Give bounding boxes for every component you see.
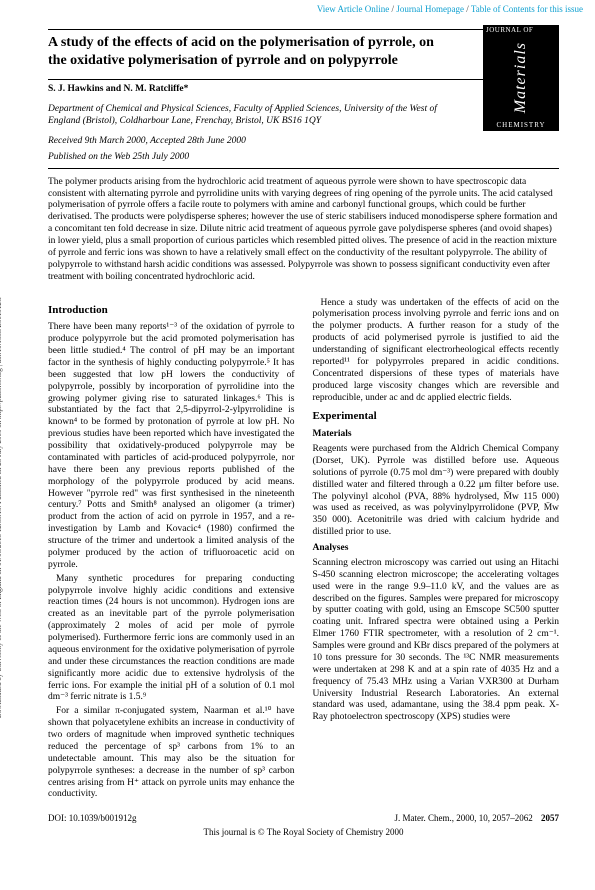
left-column: Introduction There have been many report… (48, 298, 295, 804)
journal-badge: JOURNAL OF Materials CHEMISTRY (483, 25, 559, 131)
intro-heading: Introduction (48, 304, 295, 318)
badge-bot: CHEMISTRY (483, 120, 559, 131)
download-sidebar: Downloaded by University of the West of … (0, 297, 14, 718)
intro-p1: There have been many reports¹⁻³ of the o… (48, 322, 295, 571)
doi: DOI: 10.1039/b001912g (48, 813, 304, 824)
materials-p: Reagents were purchased from the Aldrich… (313, 444, 560, 539)
experimental-heading: Experimental (313, 410, 560, 424)
materials-heading: Materials (313, 429, 560, 441)
received-date: Received 9th March 2000, Accepted 28th J… (48, 136, 559, 148)
published-date: Published on the Web 25th July 2000 (48, 152, 559, 164)
abstract: The polymer products arising from the hy… (48, 177, 559, 284)
badge-top: JOURNAL OF (483, 25, 559, 36)
copyright: This journal is © The Royal Society of C… (48, 827, 559, 838)
top-links-bar: View Article Online / Journal Homepage /… (0, 0, 595, 17)
sep: / (464, 4, 471, 14)
view-article-link[interactable]: View Article Online (317, 4, 389, 14)
right-column: Hence a study was undertaken of the effe… (313, 298, 560, 804)
toc-link[interactable]: Table of Contents for this issue (471, 4, 583, 14)
badge-mid: Materials (483, 36, 559, 120)
footer: DOI: 10.1039/b001912g J. Mater. Chem., 2… (48, 813, 559, 824)
analyses-heading: Analyses (313, 543, 560, 555)
page-number: 2057 (541, 813, 559, 823)
body-columns: Introduction There have been many report… (48, 298, 559, 804)
page-content: Downloaded by University of the West of … (0, 17, 595, 848)
intro-p4: Hence a study was undertaken of the effe… (313, 298, 560, 405)
intro-p3: For a similar π-conjugated system, Naarm… (48, 706, 295, 801)
analyses-p: Scanning electron microscopy was carried… (313, 558, 560, 724)
affiliation: Department of Chemical and Physical Scie… (48, 104, 468, 128)
intro-p2: Many synthetic procedures for preparing … (48, 574, 295, 705)
journal-home-link[interactable]: Journal Homepage (396, 4, 464, 14)
citation: J. Mater. Chem., 2000, 10, 2057–2062 (395, 813, 533, 823)
article-title: A study of the effects of acid on the po… (48, 34, 438, 69)
